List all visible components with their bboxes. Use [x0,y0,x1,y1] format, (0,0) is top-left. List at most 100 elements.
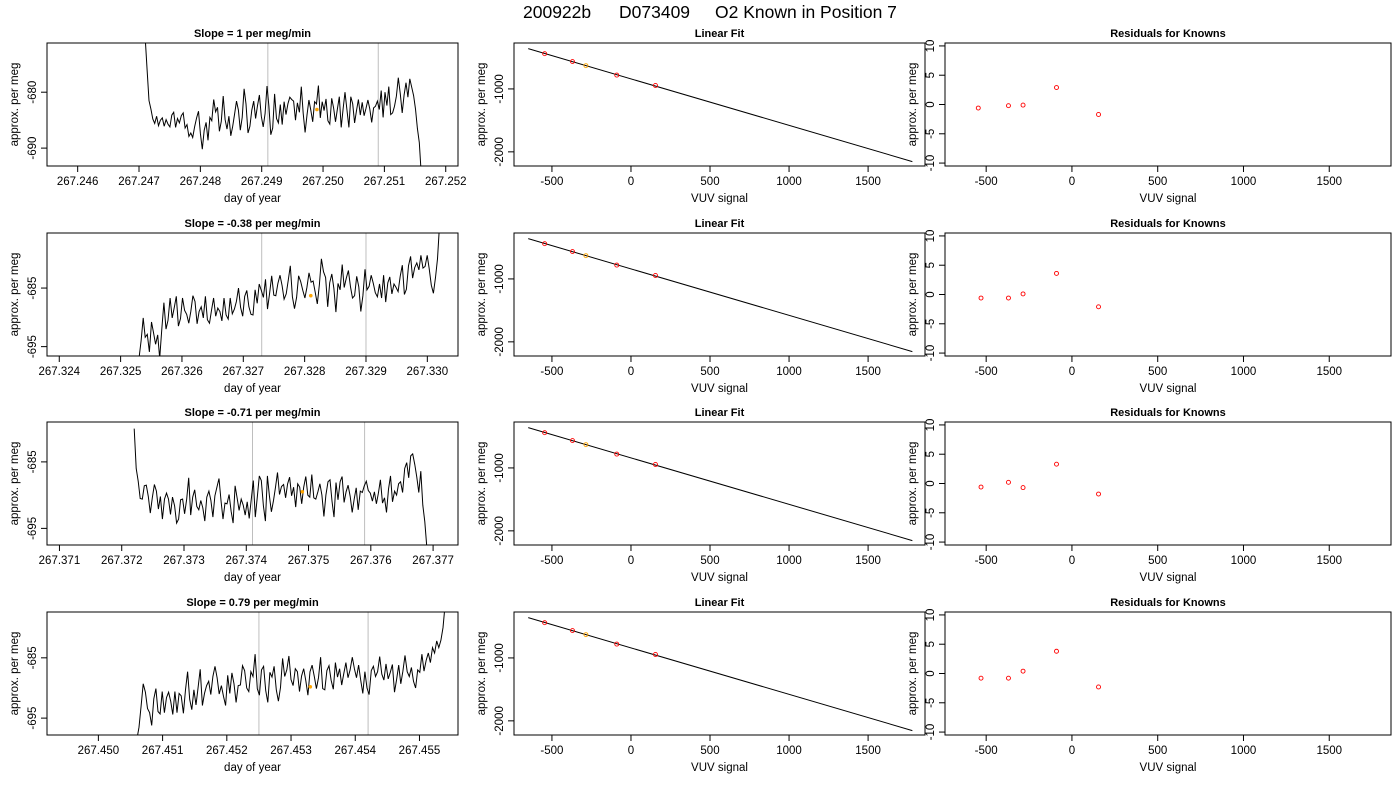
x-axis-label: VUV signal [1140,572,1197,584]
y-tick-label: 5 [925,72,937,78]
x-tick-label: -500 [975,745,998,757]
x-tick-label: 1000 [776,745,802,757]
residual-point [1096,684,1101,690]
x-tick-label: 500 [700,555,719,567]
y-tick-label: -1000 [494,264,506,293]
panel-r2-fit: Linear Fit -500 0 500 1000 1500 -1000 -2000 VUV … [476,218,926,395]
plot-frame [513,232,926,357]
x-tick-label: 267.330 [407,366,449,378]
x-tick-label: 267.452 [206,745,248,757]
x-tick-label: 267.372 [101,555,143,567]
plot-frame [46,232,459,357]
residual-point [1006,675,1011,681]
panel-r3-res: Residuals for Knowns -500 0 500 1000 1500 10 5 0… [907,407,1392,584]
y-tick-label: 5 [925,641,937,647]
y-axis-label: approx. per meg [9,253,21,337]
x-tick-label: 267.453 [270,745,312,757]
plot-frame [513,421,926,546]
timeseries-line [133,428,428,545]
y-axis-label: approx. per meg [9,632,21,716]
panel-title: Linear Fit [695,407,745,419]
y-tick-label: 10 [925,40,937,53]
x-tick-label: 500 [1148,176,1167,188]
x-tick-label: 500 [700,745,719,757]
x-tick-label: -500 [540,176,563,188]
y-tick-label: -5 [925,129,937,139]
residual-point [1054,270,1059,276]
panel-title: Slope = 1 per meg/min [194,28,311,40]
fit-point [653,462,658,467]
y-tick-label: 0 [925,101,937,107]
x-tick-label: 267.377 [412,555,454,567]
x-axis-label: VUV signal [691,193,748,205]
x-tick-label: 267.327 [223,366,265,378]
x-tick-label: 267.375 [288,555,330,567]
y-tick-label: 10 [925,609,937,622]
fit-point [583,63,589,69]
fit-point [570,628,575,634]
x-tick-label: 0 [628,555,634,567]
figure-title-id: D073409 [619,2,690,22]
fit-point [542,620,548,626]
x-tick-label: 267.246 [57,176,99,188]
panel-r4-res: Residuals for Knowns -500 0 500 1000 1500 10 5 0… [907,597,1392,774]
panel-r3-ts: Slope = -0.71 per meg/min 267.371 267.372 2… [9,407,459,584]
fit-point [583,253,589,259]
residual-point [978,295,984,301]
x-axis-label: VUV signal [1140,383,1197,395]
fit-point [614,451,620,457]
x-tick-label: 267.450 [78,745,120,757]
x-tick-label: 267.252 [425,176,467,188]
panel-title: Slope = -0.71 per meg/min [184,407,320,419]
residual-point [1096,491,1101,497]
y-axis-label: approx. per meg [476,253,488,337]
residual-point [1054,461,1059,467]
y-axis-label: approx. per meg [907,63,919,147]
x-axis-label: VUV signal [1140,193,1197,205]
residual-point [1020,485,1026,491]
x-tick-label: 500 [1148,366,1167,378]
panel-title: Slope = -0.38 per meg/min [184,218,320,230]
residual-point [1020,668,1026,674]
x-tick-label: 1000 [776,176,802,188]
x-tick-label: 1500 [1316,555,1342,567]
x-tick-label: 0 [628,366,634,378]
fit-line [528,427,913,542]
panel-grid: Slope = 1 per meg/min 267.246 267.247 267.2… [9,28,1392,774]
residual-point [1006,479,1011,485]
highlight-point [308,293,313,298]
y-tick-label: 0 [925,291,937,297]
y-tick-label: -1000 [494,643,506,672]
panel-title: Linear Fit [695,597,745,609]
x-tick-label: 0 [628,176,634,188]
x-axis-label: VUV signal [691,572,748,584]
timeseries-line [144,43,422,166]
y-axis-label: approx. per meg [476,63,488,147]
plot-frame [46,421,459,546]
residual-point [1054,85,1059,90]
x-axis-label: VUV signal [691,762,748,774]
fit-point [583,442,589,448]
x-tick-label: 267.451 [142,745,184,757]
x-tick-label: 500 [700,176,719,188]
x-tick-label: -500 [540,366,563,378]
x-tick-label: 267.374 [225,555,267,567]
panel-r4-fit: Linear Fit -500 0 500 1000 1500 -1000 -2000 VUV … [476,597,926,774]
x-tick-label: 267.250 [302,176,344,188]
highlight-point [315,107,319,112]
panel-title: Residuals for Knowns [1110,597,1226,609]
panel-r4-ts: Slope = 0.79 per meg/min 267.450 267.451 26… [9,597,459,774]
residual-point [978,484,984,490]
y-tick-label: -5 [925,698,937,708]
fit-point [614,262,620,268]
x-tick-label: 267.373 [163,555,205,567]
fit-point [583,632,589,638]
x-tick-label: 267.455 [399,745,441,757]
fit-point [570,249,575,255]
x-tick-label: -500 [975,555,998,567]
fit-point [570,59,575,65]
timeseries-line [137,612,445,735]
y-tick-label: 5 [925,451,937,457]
x-tick-label: 1000 [776,555,802,567]
